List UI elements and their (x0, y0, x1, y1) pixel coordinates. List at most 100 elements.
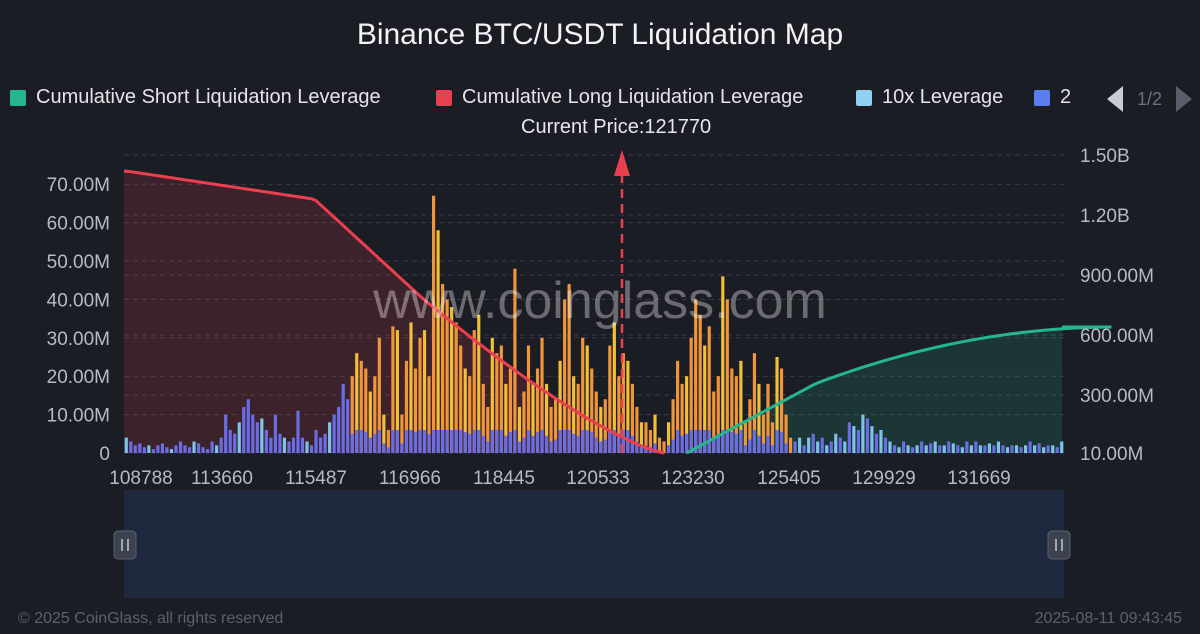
leverage-bar-base (450, 429, 454, 453)
leverage-bar (481, 383, 485, 453)
x-tick-label: 116966 (379, 468, 441, 489)
legend-label-2x: 2 (1060, 86, 1072, 108)
leverage-bar (807, 437, 811, 453)
leverage-bar-base (567, 429, 571, 453)
leverage-bar (1042, 447, 1046, 453)
leverage-bar-base (382, 443, 386, 453)
leverage-bar (752, 353, 757, 453)
leverage-bar (698, 314, 702, 453)
pager-prev-icon[interactable] (1106, 86, 1123, 112)
pager-next-icon[interactable] (1176, 86, 1192, 112)
leverage-bar-base (436, 429, 440, 453)
legend-swatch-10x (856, 89, 872, 106)
leverage-bar (377, 337, 381, 453)
slider-range-area[interactable] (124, 490, 1064, 598)
leverage-bar-base (757, 435, 761, 453)
leverage-bar (269, 437, 273, 453)
leverage-bar (1010, 445, 1014, 453)
leverage-bar (445, 299, 449, 453)
x-tick-label: 115487 (285, 468, 347, 489)
leverage-bar (712, 391, 716, 453)
leverage-bar (951, 443, 955, 453)
leverage-bar (300, 437, 305, 453)
leverage-bar (477, 314, 481, 453)
y-left-tick-label: 60.00M (47, 214, 110, 235)
leverage-bar-base (680, 435, 684, 453)
legend-item-10x[interactable]: 10x Leverage (856, 86, 1003, 109)
leverage-bar (644, 422, 648, 453)
leverage-bar (861, 414, 865, 453)
leverage-bar (662, 441, 666, 453)
leverage-bar (237, 422, 241, 453)
leverage-bar (323, 433, 327, 453)
leverage-bar-base (359, 429, 363, 453)
leverage-bar-base (576, 435, 580, 453)
y-left-tick-label: 10.00M (47, 406, 110, 427)
y-left-tick-label: 70.00M (47, 175, 110, 196)
leverage-bar (386, 429, 390, 453)
leverage-bar (133, 445, 137, 453)
leverage-bar-base (703, 429, 707, 453)
leverage-bar-base (391, 429, 395, 453)
leverage-bar (192, 441, 196, 453)
leverage-bar (974, 441, 978, 453)
leverage-bar-base (676, 429, 680, 453)
legend: Cumulative Short Liquidation Leverage Cu… (0, 84, 1080, 114)
leverage-bar-base (377, 429, 381, 453)
leverage-bar (870, 426, 874, 453)
legend-pager: 1/2 (1106, 84, 1192, 114)
leverage-bar (522, 391, 526, 453)
x-tick-label: 120533 (566, 468, 629, 489)
x-tick-label: 118445 (473, 468, 535, 489)
leverage-bar-base (459, 429, 463, 453)
leverage-bar (255, 422, 259, 453)
leverage-bar (829, 441, 833, 453)
footer-copyright: © 2025 CoinGlass, all rights reserved (18, 610, 284, 627)
leverage-bars (124, 195, 1064, 453)
leverage-bar (911, 447, 915, 453)
leverage-bar (648, 429, 653, 453)
legend-item-2x[interactable]: 2 (1034, 86, 1071, 109)
leverage-bar (978, 445, 982, 453)
leverage-bar (544, 383, 549, 453)
leverage-bar (400, 414, 404, 453)
y-right-tick-label: 10.00M (1080, 444, 1143, 465)
x-tick-label: 123230 (661, 468, 724, 489)
leverage-bar (938, 445, 942, 453)
leverage-bar (504, 383, 508, 453)
leverage-bar-base (599, 441, 603, 453)
leverage-bar (680, 383, 684, 453)
leverage-bar (761, 414, 766, 453)
leverage-bar-base (685, 433, 689, 453)
leverage-bar-base (373, 433, 377, 453)
leverage-bar (892, 445, 897, 453)
y-left-tick-label: 0 (99, 444, 110, 465)
leverage-bar (883, 437, 888, 453)
leverage-bar-base (535, 431, 540, 453)
leverage-bar-base (422, 429, 427, 453)
slider-handle-right[interactable] (1047, 530, 1071, 560)
leverage-bar (138, 443, 142, 453)
leverage-bar-base (517, 441, 522, 453)
leverage-bar (1051, 445, 1055, 453)
leverage-bar (291, 437, 296, 453)
leverage-bar (865, 418, 869, 453)
leverage-bar (540, 337, 544, 453)
leverage-bar (513, 268, 517, 453)
legend-item-long[interactable]: Cumulative Long Liquidation Leverage (436, 86, 803, 109)
leverage-bar (196, 443, 201, 453)
slider-handle-body[interactable] (113, 530, 137, 560)
leverage-bar-base (364, 431, 368, 453)
leverage-bar (1019, 447, 1023, 453)
leverage-bar-base (612, 429, 616, 453)
slider-handle-left[interactable] (113, 530, 137, 560)
legend-item-short[interactable]: Cumulative Short Liquidation Leverage (10, 86, 381, 109)
leverage-bar-base (522, 437, 526, 453)
current-price-line (614, 150, 630, 453)
leverage-bar (581, 337, 585, 453)
leverage-bar (459, 345, 463, 453)
leverage-bar-base (594, 437, 598, 453)
footer-timestamp: 2025-08-11 09:43:45 (1034, 610, 1182, 627)
leverage-bar-base (752, 429, 757, 453)
slider-handle-body[interactable] (1047, 530, 1071, 560)
